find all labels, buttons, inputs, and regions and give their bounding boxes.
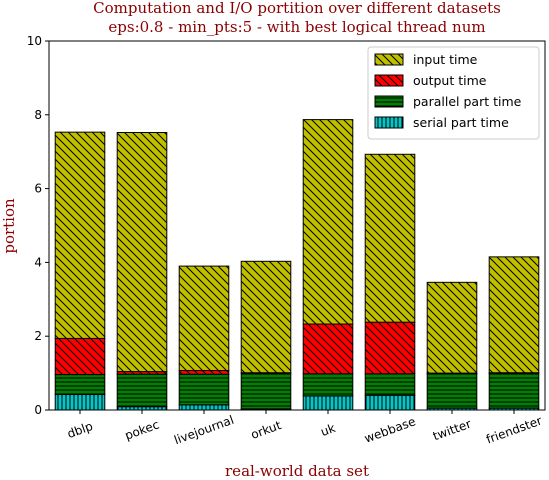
legend-swatch-parallel-part-time <box>374 95 404 108</box>
y-tick-label: 8 <box>34 108 42 122</box>
x-ticks: dblp pokec livejournal orkut uk webbase twitte… <box>65 410 544 447</box>
bar-webbase-serial-part-time <box>364 394 416 411</box>
bar-webbase-input-time <box>364 153 416 323</box>
legend-box <box>367 46 540 140</box>
bar-uk-serial-part-time <box>302 395 354 411</box>
bar-twitter-parallel-part-time <box>426 373 478 409</box>
bar-pokec-input-time <box>116 132 168 373</box>
bar-dblp-output-time <box>54 337 106 376</box>
y-axis-label: portion <box>0 198 18 254</box>
legend: input time output time parallel part time s… <box>367 46 540 140</box>
y-tick-label: 0 <box>34 403 42 417</box>
legend-swatch-serial-part-time <box>374 116 404 129</box>
legend-label-input-time: input time <box>413 52 478 67</box>
x-tick-label-orkut: orkut <box>249 418 283 442</box>
legend-label-parallel-part-time: parallel part time <box>413 94 522 109</box>
legend-label-output-time: output time <box>413 73 487 88</box>
y-tick-label: 6 <box>34 182 42 196</box>
legend-swatch-output-time <box>374 74 404 87</box>
bar-twitter-input-time <box>426 281 478 374</box>
x-tick-label-uk: uk <box>319 421 338 439</box>
bar-pokec-parallel-part-time <box>116 373 168 408</box>
y-ticks: 0 2 4 6 8 10 <box>27 34 49 417</box>
bar-friendster-parallel-part-time <box>488 373 540 409</box>
bar-orkut-input-time <box>240 260 292 374</box>
legend-swatch-input-time <box>374 53 404 66</box>
x-tick-label-pokec: pokec <box>123 417 161 442</box>
plot-frame <box>48 40 546 411</box>
bar-livejournal-parallel-part-time <box>178 373 230 406</box>
chart-title-line1: Computation and I/O portition over diffe… <box>93 0 501 17</box>
y-tick-label: 2 <box>34 329 42 343</box>
bar-dblp-serial-part-time <box>54 394 106 411</box>
bar-webbase-parallel-part-time <box>364 373 416 396</box>
x-tick-label-twitter: twitter <box>431 417 473 444</box>
bar-dblp-parallel-part-time <box>54 374 106 396</box>
x-axis-label: real-world data set <box>225 462 369 480</box>
bar-uk-parallel-part-time <box>302 373 354 397</box>
x-tick-label-livejournal: livejournal <box>172 413 235 448</box>
legend-label-serial-part-time: serial part time <box>413 115 509 130</box>
x-tick-label-dblp: dblp <box>65 419 94 441</box>
bar-friendster-input-time <box>488 256 540 374</box>
bars-group <box>54 119 540 411</box>
bar-orkut-parallel-part-time <box>240 373 292 410</box>
y-tick-label: 4 <box>34 255 42 269</box>
bar-livejournal-serial-part-time <box>178 404 230 411</box>
x-tick-label-friendster: friendster <box>484 413 544 446</box>
bar-webbase-output-time <box>364 321 416 375</box>
y-tick-label: 10 <box>27 34 42 48</box>
bar-livejournal-output-time <box>178 370 230 375</box>
bar-uk-output-time <box>302 323 354 375</box>
bar-livejournal-input-time <box>178 265 230 372</box>
x-tick-label-webbase: webbase <box>363 414 418 445</box>
bar-dblp-input-time <box>54 131 106 339</box>
bar-uk-input-time <box>302 119 354 325</box>
chart-title-line2: eps:0.8 - min_pts:5 - with best logical … <box>108 18 485 36</box>
